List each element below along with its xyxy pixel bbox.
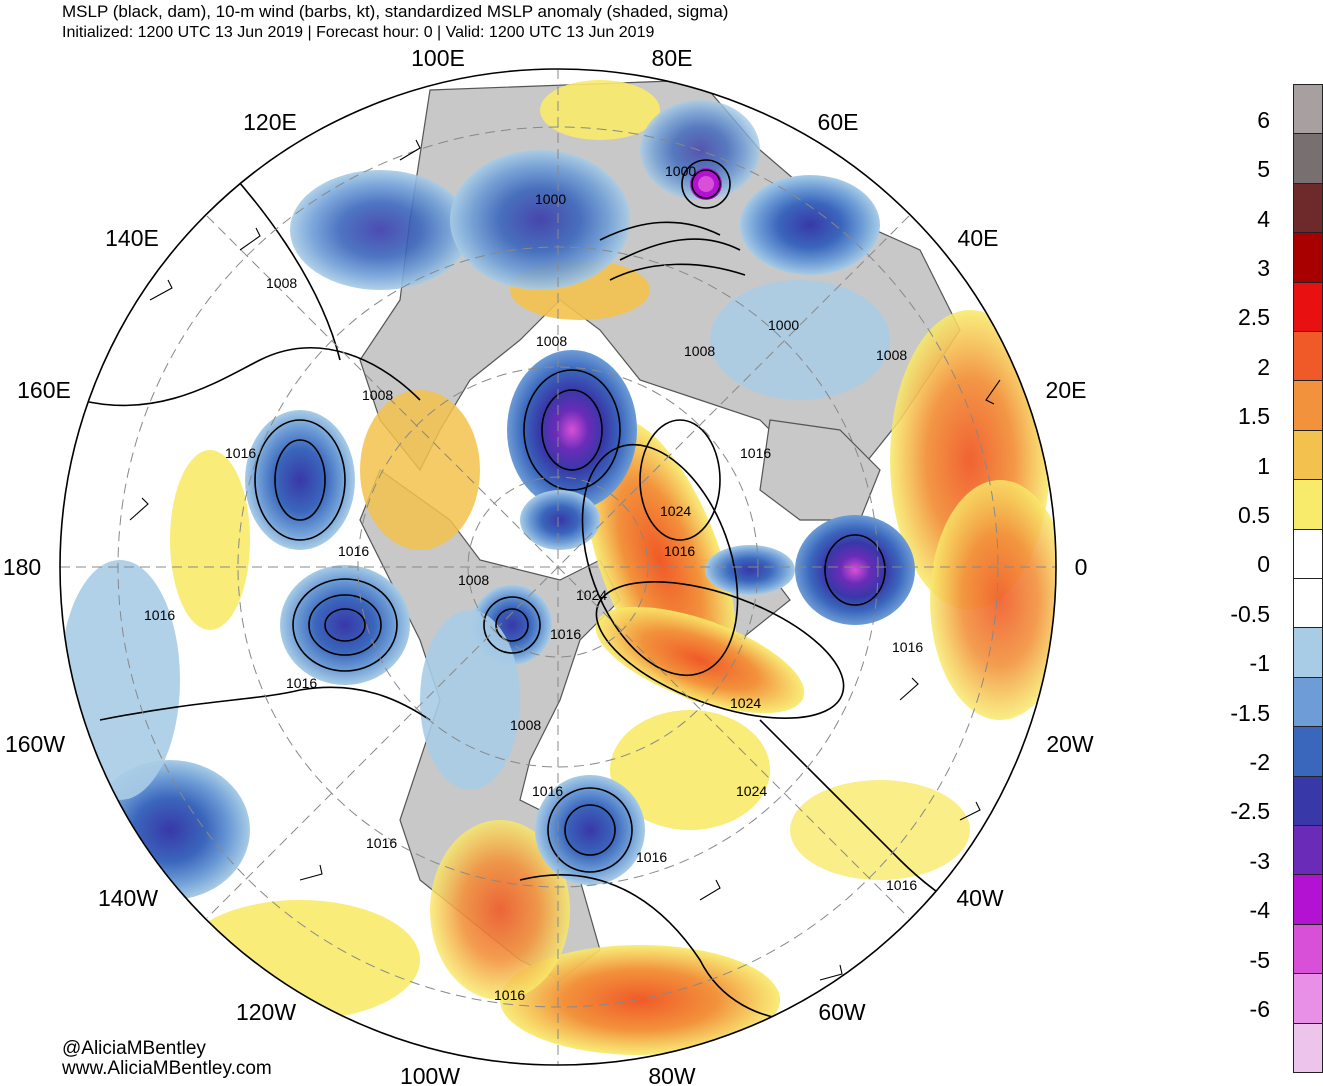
isobar-label: 1008: [510, 717, 541, 733]
lon-label: 180: [3, 554, 41, 580]
colorbar-swatch: [1293, 825, 1323, 876]
isobar-label: 1024: [576, 587, 607, 603]
longitude-labels: 100E 80E 120E 60E 140E 40E 160E 20E 180 …: [3, 45, 1094, 1086]
colorbar-tick-label: -5: [1249, 946, 1270, 973]
lon-label: 60W: [818, 999, 866, 1025]
lon-label: 60E: [818, 109, 859, 135]
isobar-label: 1008: [536, 333, 567, 349]
colorbar-swatch: [1293, 380, 1323, 431]
colorbar-tick-label: -0.5: [1230, 600, 1270, 627]
lon-label: 100W: [400, 1063, 460, 1086]
map-border: [59, 68, 1057, 1066]
isobar-label: 1016: [532, 783, 563, 799]
isobar-label: 1008: [876, 347, 907, 363]
colorbar-tick-label: 0: [1257, 551, 1270, 578]
colorbar-swatch: [1293, 182, 1323, 234]
colorbar-tick-label: 1: [1257, 452, 1270, 479]
colorbar-tick-label: 1.5: [1238, 403, 1270, 430]
colorbar-swatch: [1293, 874, 1323, 925]
colorbar-swatch: [1293, 84, 1323, 135]
colorbar-swatch: [1293, 923, 1323, 975]
colorbar-tick-label: -2: [1249, 748, 1270, 775]
isobar-label: 1008: [266, 275, 297, 291]
isobar-label: 1016: [550, 626, 581, 642]
isobar-label: 1016: [886, 877, 917, 893]
isobar-label: 1016: [366, 835, 397, 851]
colorbar-tick-label: -3: [1249, 847, 1270, 874]
anomaly-shading: [60, 80, 1056, 1055]
colorbar-swatch: [1293, 973, 1323, 1024]
lon-label: 160E: [17, 377, 71, 403]
colorbar-tick-label: 2.5: [1238, 304, 1270, 331]
colorbar-tick-label: 3: [1257, 254, 1270, 281]
colorbar-tick-label: -2.5: [1230, 798, 1270, 825]
colorbar-swatch: [1293, 232, 1323, 283]
colorbar-swatch: [1293, 429, 1323, 481]
lon-label: 140E: [105, 225, 159, 251]
isobar-label: 1016: [144, 607, 175, 623]
colorbar-swatch: [1293, 528, 1323, 579]
colorbar-tick-label: -6: [1249, 995, 1270, 1022]
lon-label: 120W: [236, 999, 296, 1025]
colorbar-swatch: [1293, 331, 1323, 382]
colorbar-tick-label: -1.5: [1230, 699, 1270, 726]
isobar-label: 1016: [892, 639, 923, 655]
isobar-labels: 1000 1000 1008 1000 1008 1008 1008 1016 …: [144, 163, 923, 1003]
isobar-label: 1008: [362, 387, 393, 403]
credit-website: www.AliciaMBentley.com: [62, 1058, 272, 1079]
lon-label: 20W: [1046, 731, 1094, 757]
colorbar-swatch: [1293, 676, 1323, 728]
colorbar-swatch: [1293, 578, 1323, 629]
isobar-label: 1000: [535, 191, 566, 207]
colorbar-tick-label: 6: [1257, 106, 1270, 133]
colorbar-tick-label: -1: [1249, 650, 1270, 677]
isobar-label: 1016: [225, 445, 256, 461]
isobar-label: 1024: [736, 783, 767, 799]
isobar-label: 1016: [286, 675, 317, 691]
isobar-label: 1016: [664, 543, 695, 559]
isobar-label: 1000: [768, 317, 799, 333]
isobar-label: 1008: [458, 572, 489, 588]
isobar-label: 1016: [636, 849, 667, 865]
isobar-label: 1008: [684, 343, 715, 359]
map-title: MSLP (black, dam), 10-m wind (barbs, kt)…: [62, 2, 729, 21]
colorbar-swatch: [1293, 726, 1323, 777]
colorbar-tick-label: 4: [1257, 205, 1270, 232]
lon-label: 0: [1075, 554, 1088, 580]
lon-label: 40E: [958, 225, 999, 251]
colorbar-swatch: [1293, 775, 1323, 826]
colorbar-tick-label: 0.5: [1238, 501, 1270, 528]
lon-label: 80E: [652, 45, 693, 71]
wind-barbs: [129, 139, 1001, 981]
isobar-label: 1024: [660, 503, 691, 519]
colorbar-tick-label: -4: [1249, 897, 1270, 924]
isobar-label: 1016: [338, 543, 369, 559]
colorbar-swatch: [1293, 479, 1323, 530]
lon-label: 160W: [5, 731, 65, 757]
map-subtitle: Initialized: 1200 UTC 13 Jun 2019 | Fore…: [62, 24, 655, 41]
colorbar-swatch: [1293, 1022, 1323, 1073]
isobar-label: 1024: [730, 695, 761, 711]
colorbar-swatch: [1293, 133, 1323, 184]
isobar-label: 1016: [740, 445, 771, 461]
grid-lines: [60, 69, 1056, 1065]
lon-label: 140W: [98, 885, 158, 911]
isobar-label: 1000: [665, 163, 696, 179]
colorbar-tick-label: 5: [1257, 156, 1270, 183]
polar-map: 100E 80E 120E 60E 140E 40E 160E 20E 180 …: [3, 45, 1094, 1086]
colorbar-swatch: [1293, 627, 1323, 678]
colorbar: [1293, 84, 1323, 1073]
lon-label: 40W: [956, 885, 1004, 911]
credit-twitter: @AliciaMBentley: [62, 1038, 206, 1059]
lon-label: 80W: [648, 1063, 696, 1086]
isobars: [79, 139, 1021, 1021]
lon-label: 120E: [243, 109, 297, 135]
colorbar-tick-label: 2: [1257, 353, 1270, 380]
colorbar-swatch: [1293, 281, 1323, 332]
lon-label: 100E: [411, 45, 465, 71]
isobar-label: 1016: [494, 987, 525, 1003]
lon-label: 20E: [1046, 377, 1087, 403]
